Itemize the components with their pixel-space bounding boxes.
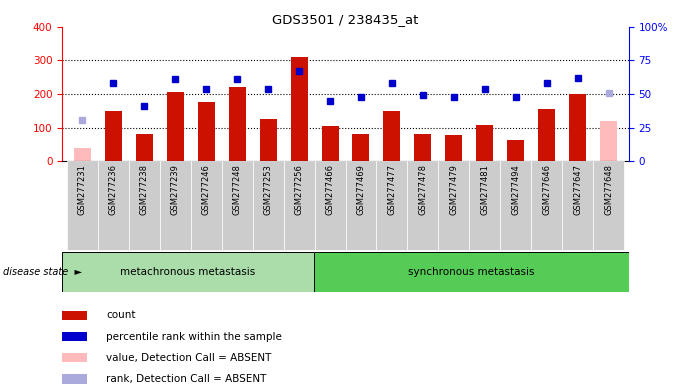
Bar <box>62 332 87 341</box>
Bar <box>377 161 408 250</box>
Text: GDS3501 / 238435_at: GDS3501 / 238435_at <box>272 13 419 26</box>
Text: disease state  ►: disease state ► <box>3 266 82 277</box>
Text: rank, Detection Call = ABSENT: rank, Detection Call = ABSENT <box>106 374 267 384</box>
Bar <box>129 161 160 250</box>
Bar <box>438 161 469 250</box>
Text: GSM277246: GSM277246 <box>202 164 211 215</box>
Bar <box>253 161 283 250</box>
Bar <box>384 111 401 161</box>
Text: GSM277239: GSM277239 <box>171 164 180 215</box>
Bar <box>74 148 91 161</box>
Text: GSM277494: GSM277494 <box>511 164 520 215</box>
Bar <box>167 93 184 161</box>
Bar <box>538 109 556 161</box>
Bar <box>446 135 462 161</box>
Bar <box>415 134 431 161</box>
Bar <box>135 134 153 161</box>
Text: GSM277256: GSM277256 <box>294 164 303 215</box>
Bar <box>229 88 245 161</box>
Bar <box>600 121 617 161</box>
Text: GSM277466: GSM277466 <box>325 164 334 215</box>
Bar <box>408 161 438 250</box>
Text: GSM277477: GSM277477 <box>388 164 397 215</box>
Bar <box>222 161 253 250</box>
Bar <box>160 161 191 250</box>
Text: metachronous metastasis: metachronous metastasis <box>120 266 256 277</box>
Text: GSM277647: GSM277647 <box>574 164 583 215</box>
Bar <box>500 161 531 250</box>
Text: GSM277248: GSM277248 <box>233 164 242 215</box>
Text: GSM277238: GSM277238 <box>140 164 149 215</box>
Bar <box>67 161 98 250</box>
Text: value, Detection Call = ABSENT: value, Detection Call = ABSENT <box>106 353 272 363</box>
Bar <box>198 103 215 161</box>
Bar <box>62 353 87 362</box>
Bar <box>260 119 276 161</box>
Text: GSM277253: GSM277253 <box>263 164 272 215</box>
Bar <box>314 161 346 250</box>
Bar <box>290 57 307 161</box>
Bar <box>352 134 370 161</box>
Text: count: count <box>106 311 136 321</box>
Text: GSM277231: GSM277231 <box>78 164 87 215</box>
Text: GSM277236: GSM277236 <box>108 164 117 215</box>
Text: percentile rank within the sample: percentile rank within the sample <box>106 332 283 342</box>
Bar <box>105 111 122 161</box>
Bar <box>191 161 222 250</box>
Text: GSM277481: GSM277481 <box>480 164 489 215</box>
Text: GSM277469: GSM277469 <box>357 164 366 215</box>
Text: GSM277646: GSM277646 <box>542 164 551 215</box>
Bar <box>593 161 624 250</box>
Bar <box>476 125 493 161</box>
Text: GSM277479: GSM277479 <box>449 164 458 215</box>
Bar <box>507 141 524 161</box>
Bar <box>346 161 377 250</box>
Bar <box>62 374 87 384</box>
Bar <box>531 161 562 250</box>
Bar <box>283 161 314 250</box>
Text: GSM277478: GSM277478 <box>419 164 428 215</box>
Bar <box>562 161 593 250</box>
Bar <box>98 161 129 250</box>
Bar <box>62 311 87 320</box>
Text: GSM277648: GSM277648 <box>604 164 613 215</box>
Bar <box>569 94 586 161</box>
Bar <box>321 126 339 161</box>
Bar <box>469 161 500 250</box>
Text: synchronous metastasis: synchronous metastasis <box>408 266 535 277</box>
